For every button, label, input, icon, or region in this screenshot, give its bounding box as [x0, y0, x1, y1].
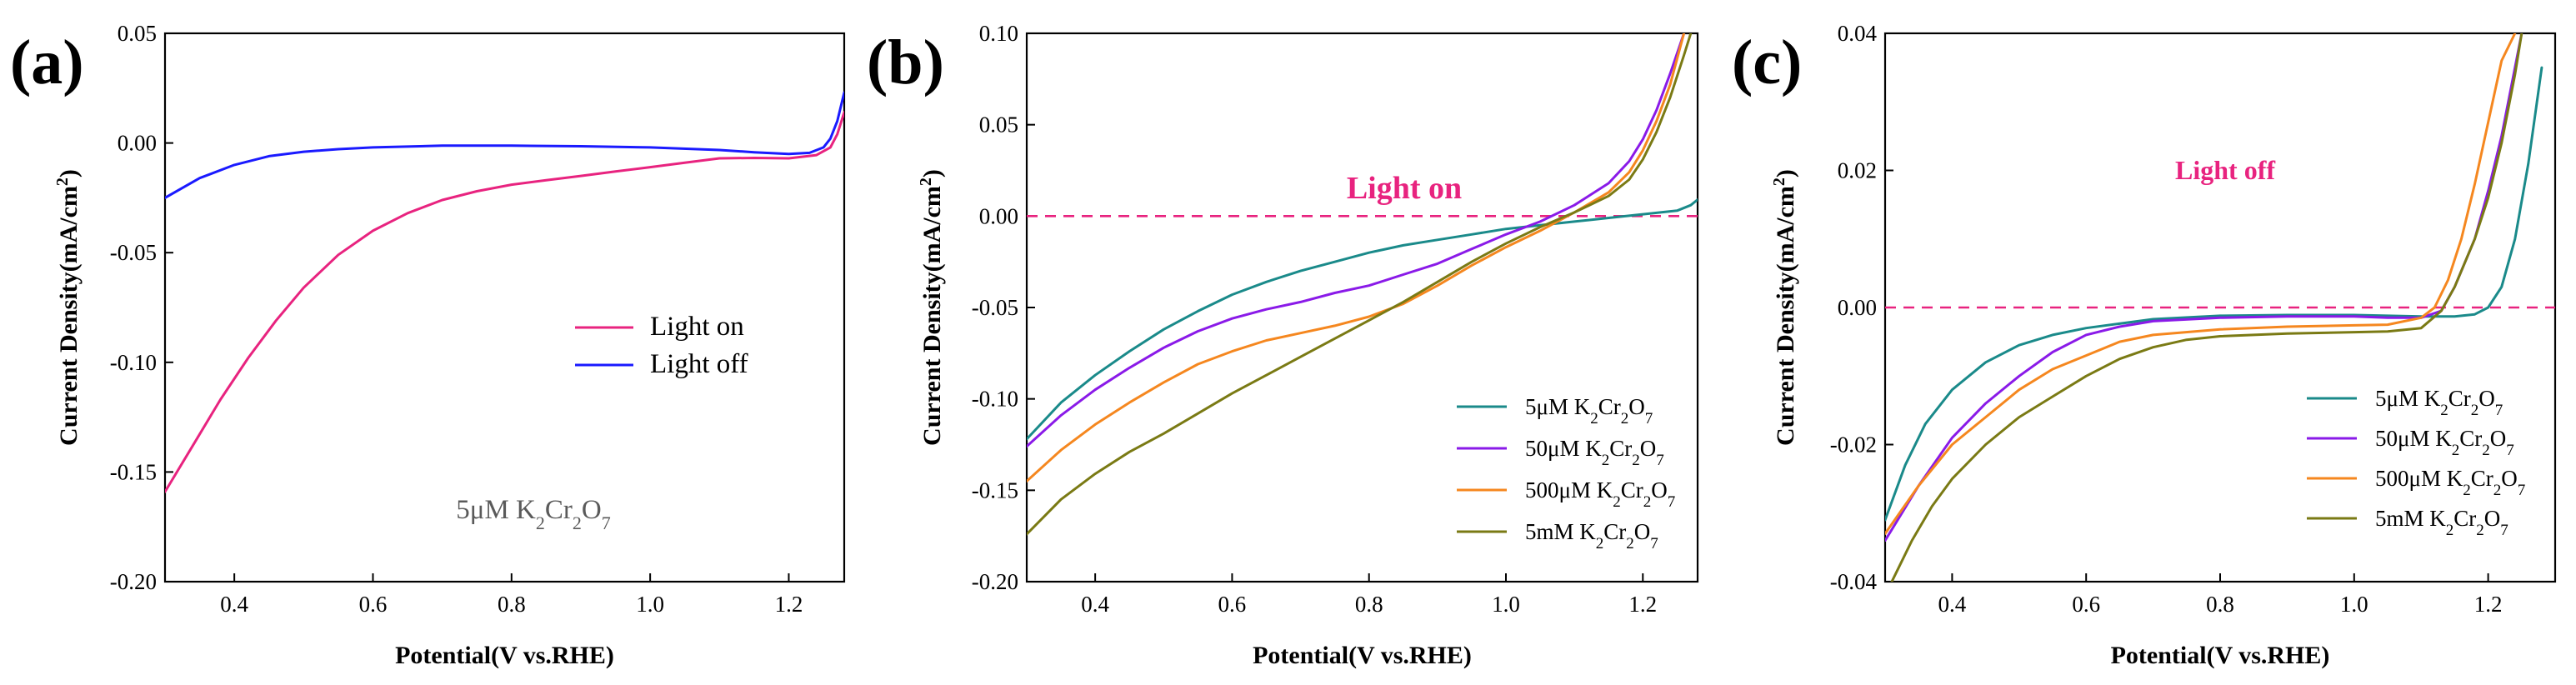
x-tick-label: 0.6: [1218, 592, 1247, 617]
series-line-1: [165, 91, 844, 199]
y-tick-label: -0.15: [972, 478, 1018, 502]
x-tick-label: 1.2: [775, 592, 803, 617]
y-tick-label: -0.05: [972, 295, 1018, 320]
x-tick-label: 1.0: [2340, 592, 2368, 617]
y-tick-label: -0.10: [972, 387, 1018, 412]
panel-annotation: Light on: [1347, 171, 1462, 206]
y-axis-title: Current Density(mA/cm2): [1770, 169, 1799, 446]
legend-label: 5mM K2Cr2O7: [2375, 506, 2508, 539]
panel-letter: (b): [867, 28, 944, 98]
y-tick-label: -0.20: [972, 569, 1018, 594]
x-tick-label: 1.0: [636, 592, 664, 617]
x-tick-label: 1.2: [2474, 592, 2503, 617]
y-tick-label: 0.00: [118, 131, 157, 156]
x-tick-label: 0.4: [1081, 592, 1109, 617]
x-tick-label: 1.0: [1492, 592, 1520, 617]
x-tick-label: 0.8: [1355, 592, 1383, 617]
series-line-2: [1027, 33, 1686, 482]
y-axis-title: Current Density(mA/cm2): [917, 169, 946, 446]
series-line-0: [1027, 198, 1698, 441]
panel-letter: (c): [1732, 28, 1802, 98]
x-tick-label: 1.2: [1628, 592, 1657, 617]
legend-label: 5μM K2Cr2O7: [2375, 386, 2503, 419]
x-axis-title: Potential(V vs.RHE): [2111, 642, 2330, 669]
y-tick-label: -0.04: [1830, 569, 1878, 594]
legend-label: 500μM K2Cr2O7: [1525, 478, 1675, 511]
legend-label: 500μM K2Cr2O7: [2375, 466, 2525, 499]
x-tick-label: 0.8: [2206, 592, 2234, 617]
legend-label: 5μM K2Cr2O7: [1525, 394, 1653, 428]
x-tick-label: 0.8: [498, 592, 526, 617]
y-tick-label: -0.15: [110, 459, 157, 484]
legend-label: 50μM K2Cr2O7: [2375, 426, 2514, 459]
series-line-0: [1885, 66, 2543, 522]
panel-annotation: 5μM K2Cr2O7: [456, 495, 610, 533]
y-tick-label: 0.04: [1838, 21, 1878, 46]
series-line-0: [165, 111, 844, 493]
series-line-3: [1890, 33, 2523, 582]
x-tick-label: 0.4: [220, 592, 248, 617]
y-axis-title: Current Density(mA/cm2): [53, 169, 83, 446]
series-line-1: [1027, 33, 1686, 448]
series-line-1: [1885, 33, 2523, 542]
legend-label: 5mM K2Cr2O7: [1525, 519, 1658, 552]
legend-label: 50μM K2Cr2O7: [1525, 436, 1664, 469]
y-tick-label: 0.00: [1838, 295, 1877, 320]
x-axis-title: Potential(V vs.RHE): [395, 642, 614, 669]
y-tick-label: 0.00: [979, 203, 1018, 228]
y-tick-label: -0.10: [110, 350, 157, 375]
x-axis-title: Potential(V vs.RHE): [1253, 642, 1472, 669]
y-tick-label: 0.05: [979, 112, 1018, 138]
panel-letter: (a): [10, 28, 84, 98]
y-tick-label: 0.02: [1838, 158, 1877, 183]
panel-annotation: Light off: [2175, 155, 2275, 185]
y-tick-label: -0.05: [110, 240, 157, 265]
series-line-2: [1885, 33, 2517, 535]
series-line-3: [1027, 33, 1693, 536]
legend-label: Light on: [650, 312, 744, 342]
legend-label: Light off: [650, 349, 748, 379]
y-tick-label: -0.20: [110, 569, 157, 594]
y-tick-label: 0.05: [118, 21, 157, 46]
plot-frame-0: [163, 32, 846, 583]
x-tick-label: 0.6: [2072, 592, 2100, 617]
y-tick-label: 0.10: [979, 21, 1018, 46]
y-tick-label: -0.02: [1830, 432, 1877, 458]
x-tick-label: 0.4: [1938, 592, 1967, 617]
x-tick-label: 0.6: [359, 592, 388, 617]
